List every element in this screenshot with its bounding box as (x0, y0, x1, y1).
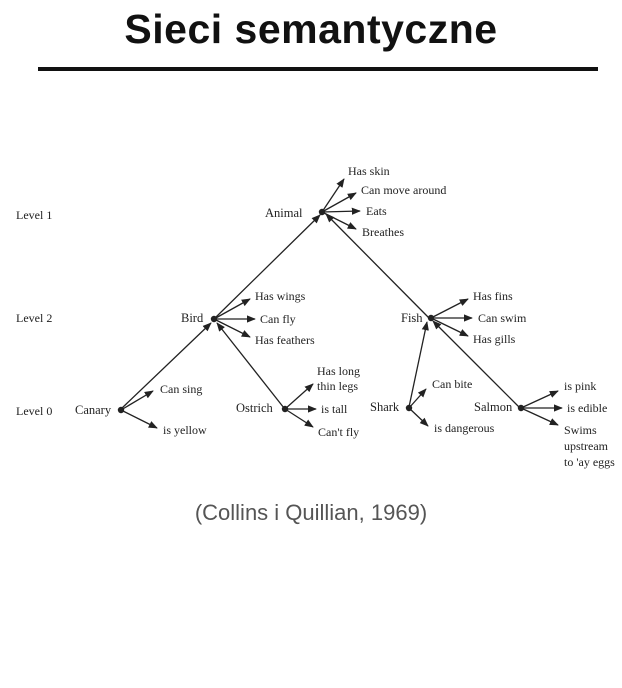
level-2-label: Level 2 (16, 311, 52, 325)
bird-node-dot (210, 315, 218, 323)
canary-prop-is-yellow: is yellow (163, 423, 207, 437)
ostrich-node-dot (281, 405, 289, 413)
animal-node-dot (318, 208, 326, 216)
salmon-prop-is-edible: is edible (567, 401, 607, 415)
canary-prop-can-sing: Can sing (160, 382, 202, 396)
animal-prop-eats: Eats (366, 204, 387, 218)
animal-prop-can-move-around: Can move around (361, 183, 446, 197)
title-underline (38, 67, 598, 71)
bird-prop-can-fly: Can fly (260, 312, 296, 326)
shark-node-dot (405, 404, 413, 412)
fish-node-dot (427, 314, 435, 322)
ostrich-prop-thin-legs: thin legs (317, 379, 358, 393)
citation: (Collins i Quillian, 1969) (194, 500, 428, 525)
ostrich-prop-has-long: Has long (317, 364, 360, 378)
bird-prop-has-wings: Has wings (255, 289, 306, 303)
canary-node-label: Canary (75, 403, 112, 417)
link-ostrich-bird (216, 322, 285, 409)
bird-node-label: Bird (181, 311, 204, 325)
page-title: Sieci semantyczne (124, 6, 498, 52)
fish-prop-has-gills: Has gills (473, 332, 516, 346)
ostrich-node-label: Ostrich (236, 401, 274, 415)
ostrich-prop-cant-fly: Can't fly (318, 425, 359, 439)
canary-node-dot (117, 406, 125, 414)
salmon-prop-is-pink: is pink (564, 379, 596, 393)
link-salmon-fish (432, 320, 520, 408)
shark-node-label: Shark (370, 400, 400, 414)
salmon-prop-swims: Swims (564, 423, 597, 437)
animal-prop-has-skin: Has skin (348, 164, 390, 178)
level-1-label: Level 1 (16, 208, 52, 222)
salmon-prop-upstream: upstream (564, 439, 609, 453)
salmon-node-label: Salmon (474, 400, 513, 414)
level-0-label: Level 0 (16, 404, 52, 418)
link-bird-animal (213, 214, 321, 320)
link-shark-fish (408, 321, 429, 408)
shark-prop-can-bite: Can bite (432, 377, 472, 391)
animal-prop-breathes: Breathes (362, 225, 404, 239)
animal-node-label: Animal (265, 206, 303, 220)
ostrich-prop-is-tall: is tall (321, 402, 348, 416)
link-canary-bird (120, 322, 212, 410)
salmon-node-dot (517, 404, 525, 412)
fish-node-label: Fish (401, 311, 423, 325)
link-fish-animal (325, 213, 430, 319)
fish-prop-can-swim: Can swim (478, 311, 527, 325)
shark-prop-is-dangerous: is dangerous (434, 421, 495, 435)
bird-prop-has-feathers: Has feathers (255, 333, 315, 347)
salmon-prop-lay-eggs: to 'ay eggs (564, 455, 615, 469)
fish-prop-has-fins: Has fins (473, 289, 513, 303)
